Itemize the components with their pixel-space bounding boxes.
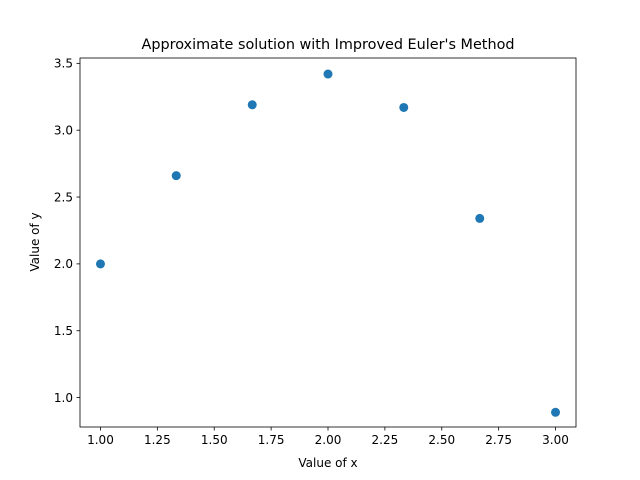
x-tick-label: 2.25 [372,433,399,447]
data-point [399,102,409,112]
x-tick-label: 1.00 [87,433,114,447]
data-point [171,171,181,181]
data-points [95,69,561,417]
data-point [323,69,333,79]
y-tick-label: 2.5 [54,190,73,204]
y-tick-label: 2.0 [54,257,73,271]
chart-title: Approximate solution with Improved Euler… [141,37,514,53]
data-point [95,259,105,269]
y-tick-label: 3.0 [54,123,73,137]
x-tick-label: 3.00 [542,433,569,447]
data-point [551,407,561,417]
y-tick-label: 3.5 [54,57,73,71]
data-point [247,100,257,110]
y-tick-label: 1.0 [54,391,73,405]
x-tick-label: 2.50 [428,433,455,447]
x-tick-label: 1.50 [201,433,228,447]
x-tick-label: 2.00 [315,433,342,447]
x-axis-label: Value of x [298,456,357,470]
y-axis: 1.0 1.5 2.0 2.5 3.0 3.5 [54,57,80,405]
x-tick-label: 1.25 [144,433,171,447]
x-tick-label: 1.75 [258,433,285,447]
data-point [475,213,485,223]
x-tick-label: 2.75 [485,433,512,447]
x-axis: 1.00 1.25 1.50 1.75 2.00 2.25 2.50 2.75 3.00 [87,427,569,447]
y-tick-label: 1.5 [54,324,73,338]
y-axis-label: Value of y [28,212,42,271]
